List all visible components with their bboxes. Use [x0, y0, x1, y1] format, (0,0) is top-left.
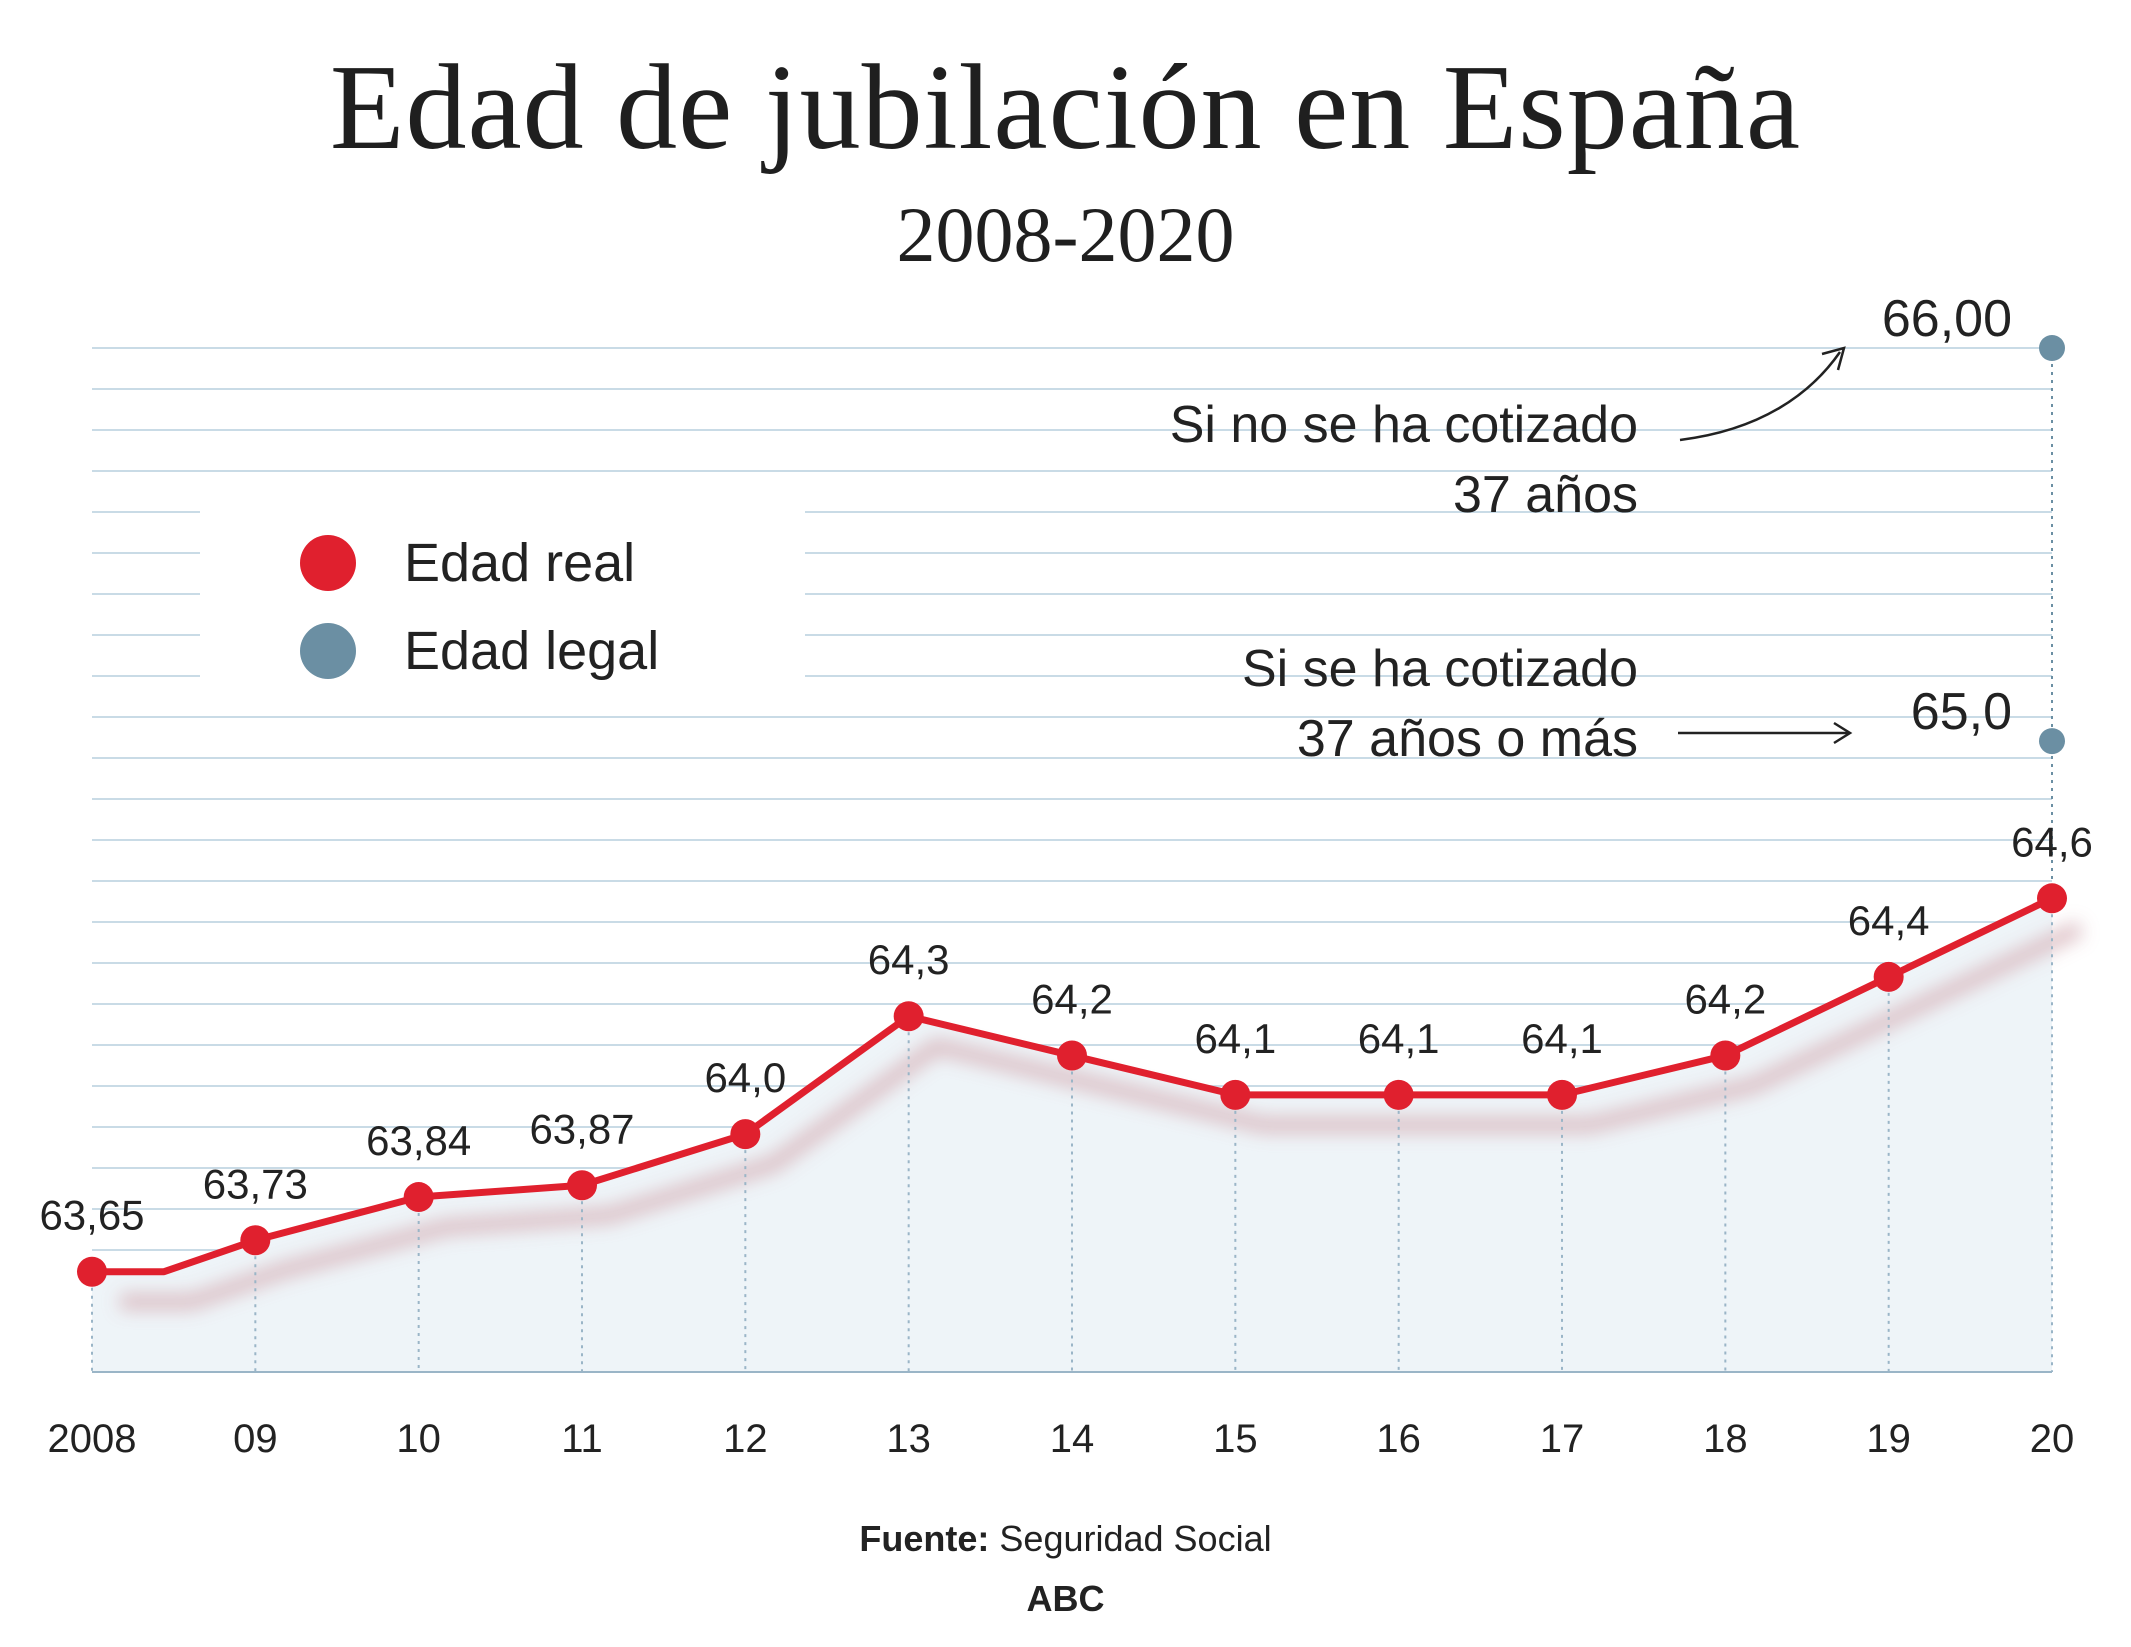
x-tick-label: 17 [1540, 1417, 1585, 1461]
legend-item-legal: Edad legal [300, 621, 659, 681]
legend: Edad real Edad legal [200, 500, 805, 715]
chart-title: Edad de jubilación en España [329, 40, 1802, 175]
data-point-legal [2039, 728, 2065, 755]
annotation-no37-line1: Si no se ha cotizado [1170, 396, 1638, 454]
data-label-real: 63,87 [529, 1105, 634, 1152]
data-label-real: 64,1 [1358, 1015, 1440, 1062]
data-point-real [1873, 961, 1904, 992]
annotation-yes37-line2: 37 años o más [1297, 710, 1638, 768]
x-tick-label: 16 [1376, 1417, 1421, 1461]
x-tick-label: 09 [233, 1417, 278, 1461]
data-point-real [730, 1119, 761, 1150]
data-point-real [2037, 883, 2067, 914]
x-tick-label: 13 [886, 1417, 931, 1461]
x-tick-label: 18 [1703, 1417, 1748, 1461]
data-label-real: 64,4 [1848, 897, 1930, 944]
annotation-yes37-line1: Si se ha cotizado [1242, 640, 1638, 698]
arrow-head-no37 [1821, 346, 1846, 371]
area-under-line [92, 898, 2052, 1372]
x-tick-label: 14 [1050, 1417, 1095, 1461]
data-label-real: 64,1 [1194, 1015, 1276, 1062]
data-label-real: 64,3 [868, 936, 950, 983]
series-real-line [92, 895, 2054, 1276]
data-point-real [403, 1182, 434, 1213]
data-point-real [77, 1256, 107, 1287]
data-label-legal: 66,00 [1882, 290, 2012, 348]
data-label-real: 64,1 [1521, 1015, 1603, 1062]
data-label-legal: 65,0 [1911, 683, 2012, 741]
line-shadow-path [120, 921, 2084, 1310]
x-tick-label: 12 [723, 1417, 768, 1461]
real-line-path [92, 895, 2054, 1276]
legend-item-real: Edad real [300, 533, 635, 593]
data-labels: 63,65 63,73 63,84 63,87 64,0 64,3 64,2 64,1 64,1… [39, 818, 2092, 1238]
x-tick-label: 20 [2030, 1417, 2075, 1461]
data-label-real: 64,0 [704, 1054, 786, 1101]
x-axis: 2008 09 10 11 12 13 14 15 16 17 18 19 20 [48, 1371, 2075, 1461]
line-shadow [120, 921, 2084, 1310]
legend-label-real: Edad real [404, 533, 636, 593]
data-label-real: 64,6 [2011, 818, 2093, 865]
area-fill [92, 898, 2052, 1372]
data-label-real: 63,84 [366, 1117, 471, 1164]
data-point-real [1547, 1079, 1577, 1110]
chart-subtitle: 2008-2020 [896, 191, 1235, 278]
data-points [77, 883, 2067, 1287]
x-tick-label: 10 [396, 1417, 441, 1461]
x-tick-label: 11 [561, 1417, 603, 1461]
data-label-real: 64,2 [1031, 976, 1113, 1023]
source-line: Fuente: Seguridad Social [0, 1518, 2131, 1560]
data-point-real [1383, 1079, 1414, 1110]
legend-marker-legal [300, 623, 356, 679]
data-point-real [1710, 1040, 1741, 1071]
data-label-real: 63,65 [39, 1192, 144, 1239]
data-point-real [1220, 1079, 1251, 1110]
data-point-real [567, 1170, 597, 1201]
arrow-curve-no37 [1679, 351, 1842, 442]
series-legal: 66,00 65,0 [1882, 290, 2065, 755]
x-tick-label: 2008 [48, 1417, 137, 1461]
x-tick-label: 19 [1866, 1417, 1911, 1461]
annotation-no37-line2: 37 años [1453, 466, 1638, 524]
drop-lines [91, 348, 2053, 1372]
arrow-head-yes37 [1833, 721, 1853, 745]
data-label-real: 64,2 [1684, 976, 1766, 1023]
legend-marker-real [300, 535, 356, 591]
data-point-real [240, 1225, 271, 1256]
source-label: Fuente: [859, 1518, 990, 1559]
data-point-real [1057, 1040, 1087, 1071]
source-text: Seguridad Social [999, 1518, 1272, 1559]
data-point-real [893, 1001, 924, 1032]
data-label-real: 63,73 [203, 1160, 308, 1207]
legend-label-legal: Edad legal [404, 621, 660, 681]
data-point-legal [2039, 335, 2065, 361]
brand: ABC [1026, 1578, 1105, 1619]
x-tick-label: 15 [1213, 1417, 1258, 1461]
